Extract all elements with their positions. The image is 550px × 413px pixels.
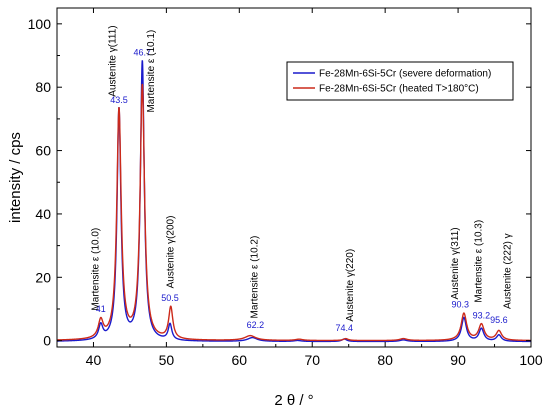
legend: Fe-28Mn-6Si-5Cr (severe deformation) Fe-2…	[286, 61, 514, 101]
series-line	[57, 83, 531, 342]
x-axis-title: 2 θ / °	[274, 392, 313, 409]
y-tick-label: 80	[35, 79, 51, 95]
plot-frame	[56, 7, 532, 348]
y-tick-label: 20	[35, 269, 51, 285]
peak-label: 95.6	[490, 315, 508, 325]
peak-label: 41	[96, 304, 106, 314]
series-line	[57, 60, 531, 343]
phase-label: Austenite γ(111)	[107, 25, 118, 96]
axes: 40 50 60 70 80 90 100 0 20 40 60 80 100	[28, 7, 543, 368]
phase-label: Martensite ε (10.3)	[473, 220, 484, 303]
phase-label: Martensite ε (10.2)	[250, 236, 261, 319]
peak-label: 93.2	[473, 310, 491, 320]
x-tick-label: 80	[377, 352, 393, 368]
x-tick-label: 70	[304, 352, 320, 368]
phase-label: Austenite (222) γ	[503, 233, 514, 309]
y-tick-label: 40	[35, 206, 51, 222]
y-tick-label: 60	[35, 143, 51, 159]
phase-label: Martensite ε (10.0)	[91, 228, 102, 311]
peak-label: 43.5	[110, 95, 128, 105]
phase-label: Austenite γ(200)	[166, 216, 177, 289]
plot-area: 41 43.5 46.7 50.5 62.2 74.4 90.3 93.2 95.6 Marten…	[57, 25, 531, 343]
phase-label: Austenite γ(311)	[450, 227, 461, 299]
legend-entry: Fe-28Mn-6Si-5Cr (heated T>180°C)	[319, 84, 479, 95]
phase-label: Martensite ε (10.1)	[146, 30, 157, 113]
peak-label: 74.4	[336, 323, 354, 333]
y-tick-label: 100	[28, 16, 52, 32]
peak-label: 50.5	[161, 293, 179, 303]
y-axis-title: intensity / cps	[7, 132, 24, 223]
peak-label: 46.7	[134, 48, 152, 58]
x-tick-label: 100	[519, 352, 543, 368]
y-tick-label: 0	[43, 333, 51, 349]
phase-label: Austenite γ(220)	[345, 249, 356, 322]
legend-entry: Fe-28Mn-6Si-5Cr (severe deformation)	[319, 69, 491, 80]
x-tick-label: 50	[159, 352, 175, 368]
legend-box	[286, 61, 514, 101]
x-tick-label: 40	[86, 352, 102, 368]
x-tick-label: 60	[232, 352, 248, 368]
peak-label: 62.2	[247, 320, 265, 330]
peak-label: 90.3	[451, 299, 469, 309]
x-tick-label: 90	[450, 352, 466, 368]
